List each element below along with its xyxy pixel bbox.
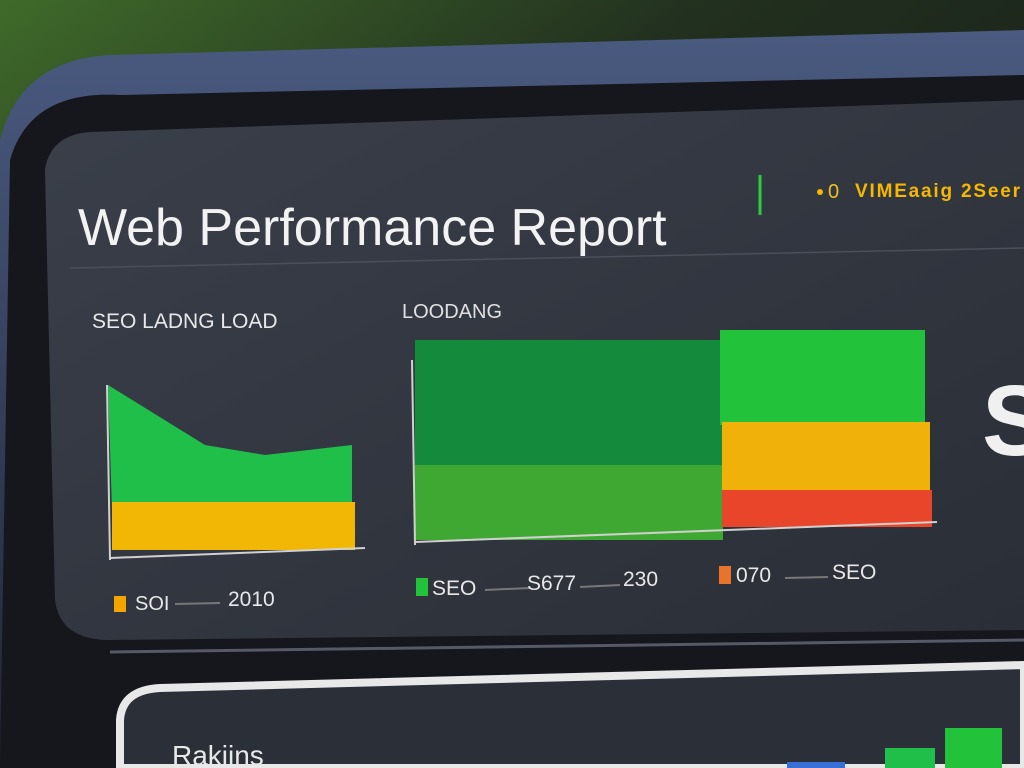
status-dot: 0	[828, 181, 839, 203]
legend-label: SOI	[135, 593, 169, 615]
panel-rule	[109, 638, 1024, 654]
legend-label: 070	[736, 564, 771, 587]
legend-line	[579, 584, 621, 588]
bottom-panel	[116, 660, 1024, 768]
area-red	[722, 490, 932, 527]
legend-label: 2010	[228, 588, 275, 611]
area-green	[108, 385, 352, 510]
area-dark-green	[415, 340, 722, 475]
legend-line	[484, 587, 531, 591]
legend-swatch	[416, 578, 428, 596]
legend-line	[784, 576, 829, 579]
area-light-green	[415, 465, 723, 540]
area-yellow	[722, 422, 930, 495]
left-y-axis	[106, 384, 111, 561]
status-text: VIMEaaig 2Seer	[855, 181, 1021, 202]
left-chart-label: SEO LADNG LOAD	[92, 310, 278, 333]
status-dot-icon	[817, 189, 823, 195]
right-x-axis	[414, 521, 938, 543]
legend-line	[174, 602, 221, 605]
legend-label: 230	[623, 568, 658, 591]
legend-label: S677	[527, 572, 576, 595]
legend-swatch	[114, 596, 126, 612]
bottom-bar	[885, 748, 935, 768]
right-y-axis	[411, 359, 416, 546]
left-x-axis	[109, 547, 366, 559]
legend-swatch	[719, 566, 731, 584]
legend-label: SEO	[832, 561, 876, 584]
legend-label: SEO	[432, 577, 476, 600]
report-title: Web Performance Report	[78, 199, 667, 257]
bottom-panel-label: Rakiins	[172, 740, 264, 768]
header-rule	[69, 247, 1024, 269]
area-bright-green	[720, 330, 925, 425]
side-letter: S	[982, 365, 1024, 477]
right-chart-label: LOODANG	[402, 301, 502, 323]
area-yellow	[112, 502, 355, 550]
bottom-bar	[787, 762, 845, 768]
bottom-bar	[945, 728, 1002, 768]
